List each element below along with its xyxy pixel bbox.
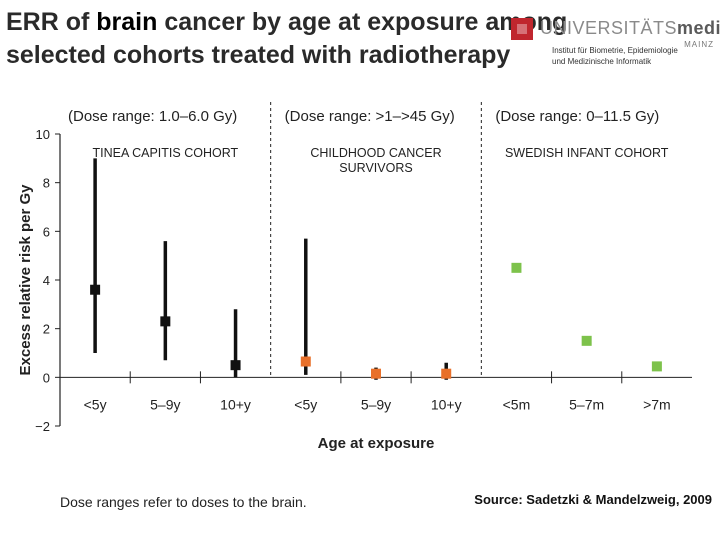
category-label: <5y — [84, 396, 107, 412]
logo-wordmark: UNIVERSITÄTSmedizin. — [540, 18, 720, 39]
logo-city: MAINZ — [684, 40, 714, 49]
dose-range-label: (Dose range: 1.0–6.0 Gy) — [68, 108, 237, 125]
category-label: <5m — [503, 396, 531, 412]
y-tick-label: 6 — [43, 224, 50, 239]
category-label: 5–9y — [150, 396, 180, 412]
logo-institute-line2: und Medizinische Informatik — [552, 57, 652, 66]
university-logo: UNIVERSITÄTSmedizin. MAINZ Institut für … — [508, 14, 720, 70]
err-chart: −2 0 2 4 6 8 10 Excess relative risk per Gy Age … — [17, 102, 692, 452]
cohort-label: SWEDISH INFANT COHORT — [505, 146, 669, 160]
y-tick-label: −2 — [35, 419, 50, 434]
y-tick-label: 4 — [43, 273, 50, 288]
data-point — [651, 361, 662, 372]
logo-mark-icon — [511, 18, 533, 40]
category-label: 10+y — [220, 396, 251, 412]
cohort-label: TINEA CAPITIS COHORT — [93, 146, 239, 160]
dose-range-label: (Dose range: 0–11.5 Gy) — [495, 108, 659, 125]
category-label: >7m — [643, 396, 671, 412]
y-tick-label: 2 — [43, 322, 50, 337]
title-part2: cancer by age at exposure among selected… — [6, 8, 568, 69]
cohort-label: CHILDHOOD CANCER — [310, 146, 441, 160]
category-label: <5y — [294, 396, 317, 412]
y-tick-label: 8 — [43, 176, 50, 191]
data-point — [230, 360, 241, 371]
category-label: 5–9y — [361, 396, 391, 412]
data-point — [300, 356, 311, 367]
y-axis-label: Excess relative risk per Gy — [17, 184, 34, 376]
logo-institute-line1: Institut für Biometrie, Epidemiologie — [552, 46, 678, 55]
source-citation: Source: Sadetzki & Mandelzweig, 2009 — [474, 492, 712, 507]
title-highlight: brain — [96, 8, 158, 36]
data-point — [90, 284, 101, 295]
cohort-label-line2: SURVIVORS — [339, 161, 412, 175]
slide-title: ERR of brain cancer by age at exposure a… — [6, 6, 626, 72]
title-part1: ERR of — [6, 8, 97, 36]
category-label: 5–7m — [569, 396, 604, 412]
logo-university: UNIVERSITÄTS — [540, 18, 678, 38]
data-point — [581, 335, 592, 346]
category-label: 10+y — [431, 396, 462, 412]
logo-medizin: medizin. — [677, 18, 720, 38]
dose-caption: Dose ranges refer to doses to the brain. — [60, 494, 307, 510]
y-tick-label: 0 — [43, 370, 50, 385]
data-point — [371, 368, 381, 379]
y-tick-label: 10 — [36, 127, 50, 142]
logo-institute: Institut für Biometrie, Epidemiologie un… — [552, 45, 682, 67]
x-axis-label: Age at exposure — [318, 435, 435, 452]
dose-range-label: (Dose range: >1–>45 Gy) — [285, 108, 455, 125]
data-point — [441, 368, 452, 379]
data-point — [511, 262, 522, 273]
data-point — [160, 316, 171, 327]
